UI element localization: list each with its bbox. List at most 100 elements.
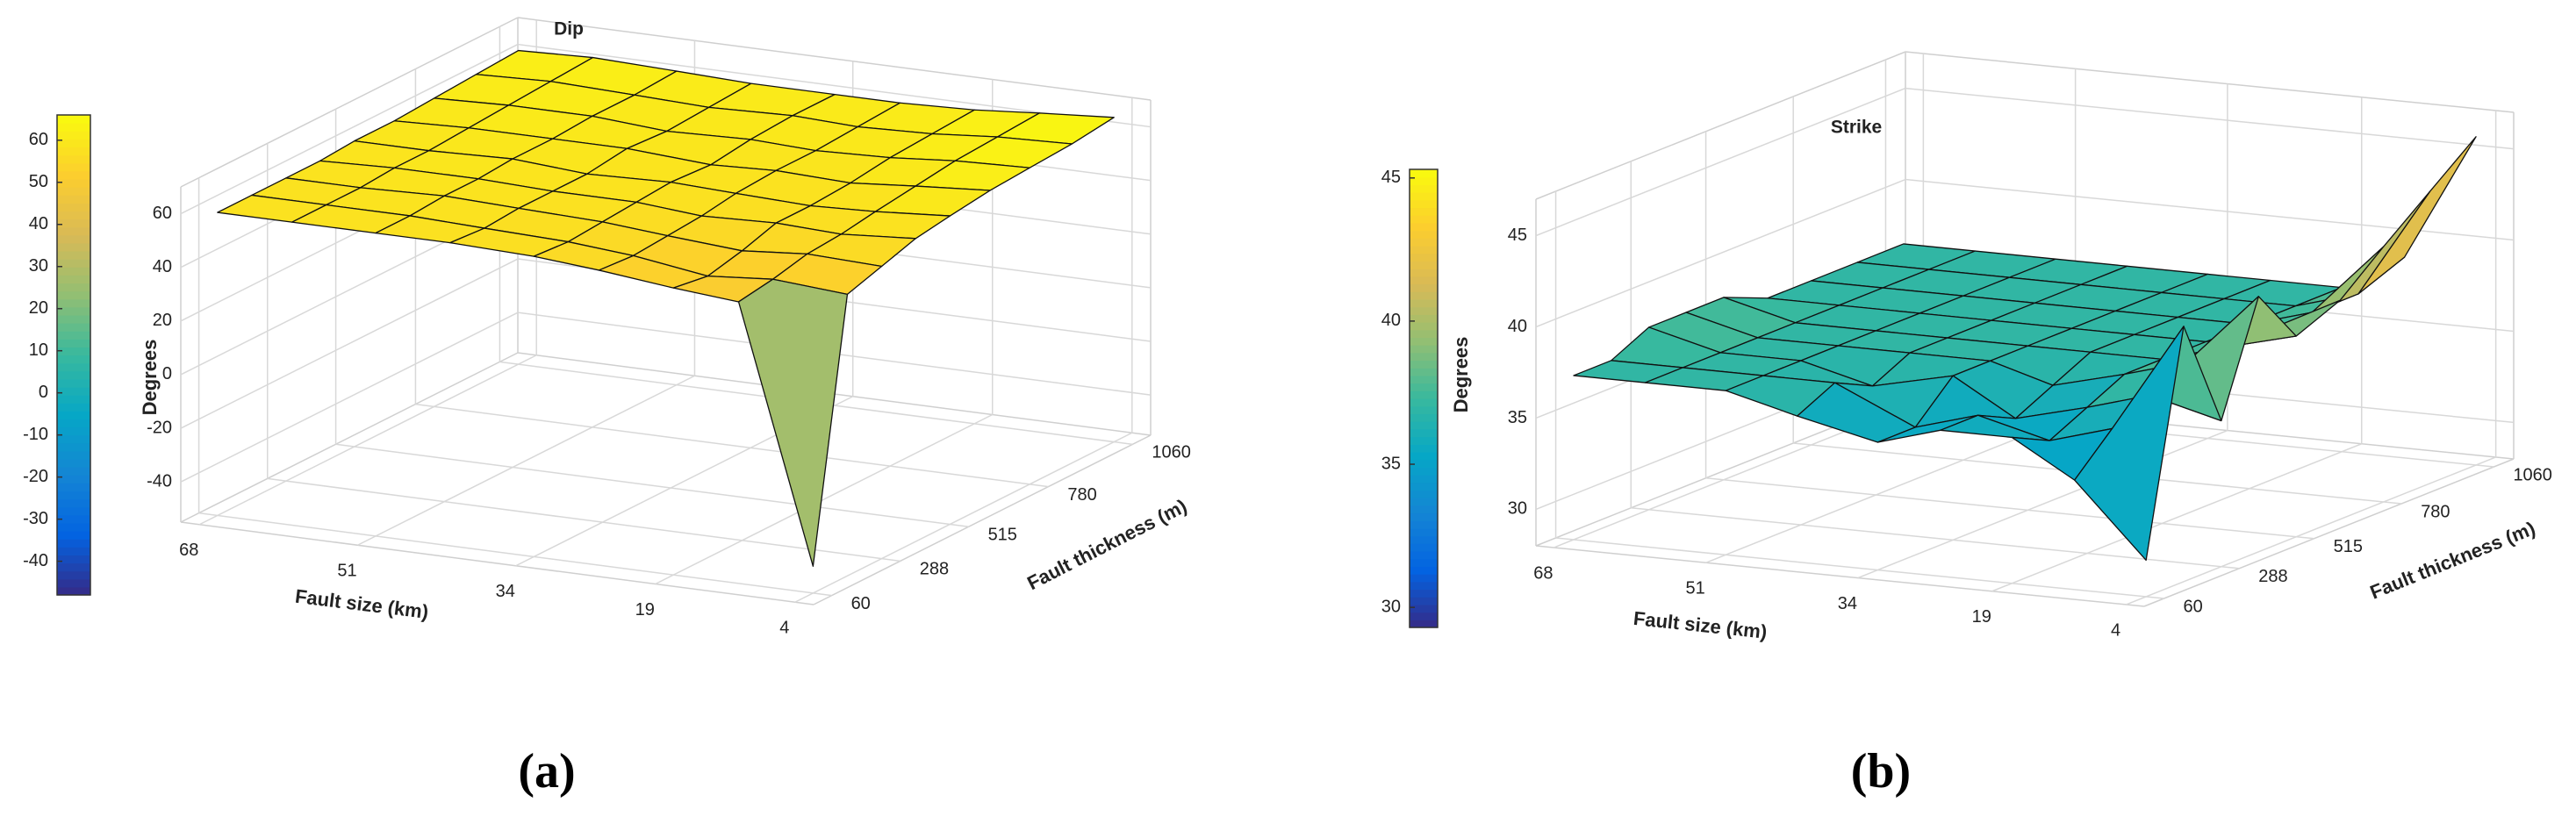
- colorbar-tick-label: -20: [23, 467, 48, 486]
- colorbar-tick-label: -30: [23, 509, 48, 528]
- axis-box: [2143, 458, 2515, 607]
- colorbar-strip: [57, 123, 90, 132]
- colorbar-strip: [1410, 222, 1438, 232]
- colorbar-strip: [1410, 482, 1438, 491]
- colorbar-strip: [1410, 405, 1438, 414]
- colorbar-strip: [57, 403, 90, 412]
- z-tick-label: 30: [1508, 499, 1527, 519]
- colorbar-strip: [1410, 451, 1438, 461]
- axis-box: [1905, 51, 2515, 113]
- grid-line: [1991, 443, 2363, 592]
- colorbar-strip: [1410, 375, 1438, 384]
- colorbar-strip: [57, 539, 90, 548]
- colorbar-strip: [57, 467, 90, 476]
- colorbar-strip: [57, 547, 90, 556]
- colorbar-strip: [57, 275, 90, 284]
- x-tick-label: 34: [496, 582, 515, 601]
- colorbar-strip: [57, 339, 90, 347]
- y-axis-label: Fault thickness (m): [2367, 517, 2538, 603]
- grid-line: [1535, 178, 1906, 328]
- colorbar-strip: [57, 298, 90, 308]
- x-tick-label: 68: [1533, 563, 1553, 583]
- grid-line: [198, 355, 537, 526]
- colorbar-strip: [57, 531, 90, 540]
- axis-box: [180, 17, 519, 188]
- colorbar-strip: [57, 483, 90, 492]
- colorbar-strip: [1410, 261, 1438, 269]
- colorbar-strip: [57, 131, 90, 140]
- colorbar-strip: [1410, 620, 1438, 628]
- colorbar-strip: [1410, 436, 1438, 445]
- colorbar-strip: [1410, 184, 1438, 193]
- chart: 4 19 34 51 68 60 288 515 780 1060 30 35 40 45 Strike De…: [1381, 51, 2552, 643]
- colorbar-strip: [1410, 246, 1438, 254]
- colorbar-strip: [57, 514, 90, 524]
- colorbar-strip: [1410, 322, 1438, 331]
- grid-line: [180, 258, 519, 429]
- colorbar-strip: [57, 578, 90, 588]
- z-tick-label: 20: [153, 311, 172, 330]
- colorbar-strip: [1410, 352, 1438, 362]
- y-tick-label: 288: [920, 560, 949, 579]
- z-axis-label: Degrees: [139, 340, 161, 416]
- colorbar-strip: [1410, 368, 1438, 376]
- colorbar-strip: [57, 378, 90, 388]
- colorbar-strip: [1410, 345, 1438, 354]
- colorbar-tick-label: 10: [29, 340, 48, 360]
- colorbar-strip: [57, 154, 90, 164]
- colorbar-strip: [57, 323, 90, 332]
- colorbar-strip: [57, 259, 90, 268]
- colorbar-strip: [1410, 413, 1438, 422]
- colorbar-strip: [57, 586, 90, 596]
- axis-box: [1535, 51, 1906, 200]
- axis-box: [180, 521, 814, 605]
- grid-line: [1905, 87, 2515, 150]
- colorbar-strip: [1410, 306, 1438, 315]
- colorbar-tick-label: 0: [39, 383, 48, 402]
- colorbar-strip: [57, 491, 90, 500]
- chart-title: Strike: [1831, 118, 1882, 138]
- colorbar-tick-label: 50: [29, 172, 48, 191]
- colorbar-strip: [1410, 475, 1438, 484]
- grid-line: [267, 477, 901, 562]
- colorbar-strip: [57, 195, 90, 204]
- y-tick-label: 515: [988, 526, 1017, 545]
- grid-line: [335, 443, 969, 527]
- z-tick-label: 0: [162, 364, 172, 383]
- colorbar-tick-label: -10: [23, 425, 48, 444]
- z-tick-label: 45: [1508, 226, 1527, 245]
- grid-line: [180, 43, 519, 215]
- colorbar-strip: [57, 283, 90, 292]
- colorbar-strip: [57, 211, 90, 220]
- grid-line: [1857, 429, 2228, 579]
- x-axis-label: Fault size (km): [294, 585, 430, 623]
- colorbar-strip: [57, 242, 90, 252]
- colorbar-strip: [1410, 527, 1438, 537]
- colorbar-strip: [1410, 269, 1438, 277]
- x-axis-label: Fault size (km): [1632, 607, 1769, 643]
- colorbar-tick-label: 45: [1381, 168, 1401, 187]
- colorbar-strip: [1410, 589, 1438, 598]
- colorbar-strip: [1410, 421, 1438, 430]
- colorbar-strip: [57, 570, 90, 580]
- colorbar-strip: [57, 419, 90, 428]
- colorbar-strip: [57, 218, 90, 228]
- x-tick-label: 4: [779, 619, 789, 638]
- z-tick-label: -20: [147, 418, 172, 437]
- grid-line: [1631, 507, 2240, 570]
- colorbar-strip: [1410, 459, 1438, 468]
- colorbar-strip: [57, 331, 90, 340]
- y-tick-label: 1060: [1152, 443, 1191, 462]
- colorbar-strip: [57, 187, 90, 196]
- colorbar-strip: [1410, 543, 1438, 552]
- colorbar-strip: [1410, 581, 1438, 591]
- grid-line: [655, 413, 994, 585]
- colorbar-strip: [1410, 176, 1438, 185]
- axis-box: [180, 352, 519, 523]
- colorbar-tick-label: 40: [29, 214, 48, 233]
- chart: 419345168602885157801060-40-200204060Dip…: [23, 17, 1191, 638]
- colorbar-strip: [57, 147, 90, 156]
- colorbar-tick-label: 20: [29, 298, 48, 318]
- colorbar-strip: [1410, 390, 1438, 399]
- colorbar-strip: [57, 234, 90, 244]
